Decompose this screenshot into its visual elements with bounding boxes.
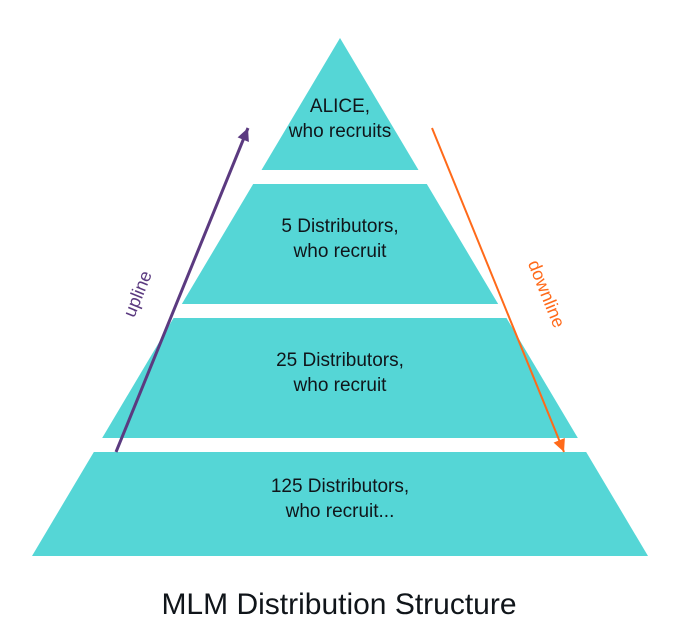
tier-label-line1-0: ALICE, (190, 95, 490, 120)
caption: MLM Distribution Structure (0, 588, 678, 622)
tier-label-line1-2: 25 Distributors, (190, 349, 490, 374)
tier-label-line2-1: who recruit (190, 240, 490, 265)
tier-label-3: 125 Distributors,who recruit... (190, 475, 490, 524)
tier-label-line2-3: who recruit... (190, 500, 490, 525)
diagram-canvas: MLM Distribution Structure ALICE,who rec… (0, 0, 678, 630)
tier-label-line2-0: who recruits (190, 120, 490, 145)
tier-label-line1-3: 125 Distributors, (190, 475, 490, 500)
tier-label-line2-2: who recruit (190, 374, 490, 399)
tier-label-line1-1: 5 Distributors, (190, 215, 490, 240)
tier-label-1: 5 Distributors,who recruit (190, 215, 490, 264)
tier-label-2: 25 Distributors,who recruit (190, 349, 490, 398)
tier-label-0: ALICE,who recruits (190, 95, 490, 144)
